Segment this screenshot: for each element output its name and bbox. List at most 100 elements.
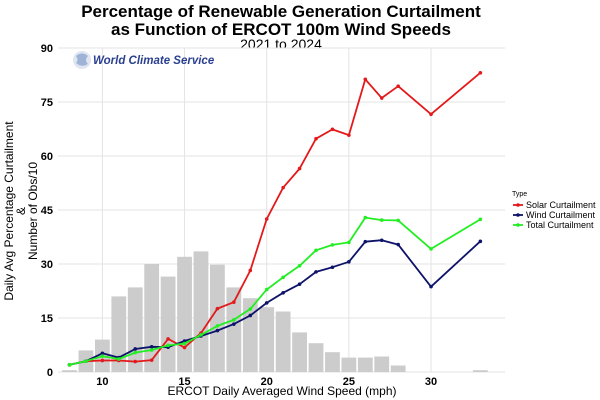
series-point — [149, 358, 154, 362]
series-point — [281, 291, 285, 295]
series-point — [149, 345, 154, 349]
logo-text: World Climate Service — [93, 55, 215, 67]
series-point — [133, 359, 138, 364]
series-point — [297, 282, 302, 286]
y-axis-label-line1: Daily Avg Percentage Curtailment — [2, 121, 16, 301]
series-point — [297, 264, 302, 268]
histogram-bar — [275, 311, 291, 372]
legend-label: Solar Curtailment — [526, 200, 596, 210]
series-point — [232, 318, 236, 322]
series-point — [133, 347, 138, 351]
series-point — [363, 239, 368, 244]
histogram-bar — [193, 251, 209, 372]
series-point — [429, 112, 433, 117]
series-point — [100, 358, 105, 363]
series-point — [182, 339, 187, 343]
x-axis-label: ERCOT Daily Averaged Wind Speed (mph) — [168, 384, 397, 398]
series-point — [248, 307, 253, 311]
y-tick-label: 30 — [41, 259, 53, 271]
series-point — [347, 133, 351, 137]
series-point — [363, 215, 368, 220]
legend-title: Type — [512, 191, 527, 198]
series-point — [117, 357, 121, 361]
histogram-bar — [341, 357, 357, 372]
histogram-bar — [472, 370, 488, 372]
series-point — [478, 239, 483, 244]
histogram-bar — [259, 307, 275, 372]
histogram-bar — [144, 264, 160, 372]
series-point — [199, 333, 203, 337]
histogram-bar — [374, 356, 390, 372]
y-tick-label: 75 — [41, 97, 53, 109]
series-point — [478, 71, 483, 75]
chart-title-line2: as Function of ERCOT 100m Wind Speeds — [111, 20, 451, 39]
histogram-bar — [210, 264, 225, 372]
series-point — [232, 322, 236, 326]
series-point — [100, 351, 105, 356]
x-tick-label: 20 — [261, 376, 273, 388]
series-point — [314, 136, 318, 141]
series-point — [281, 185, 285, 190]
world-climate-service-logo: World Climate Service — [73, 51, 215, 69]
series-point — [248, 268, 253, 273]
chart-title-line1: Percentage of Renewable Generation Curta… — [81, 2, 481, 21]
legend-label: Total Curtailment — [526, 220, 594, 230]
series-point — [248, 313, 253, 318]
y-tick-label: 90 — [41, 43, 53, 55]
series-point — [396, 218, 400, 223]
series-point — [264, 301, 269, 305]
series-point — [347, 240, 351, 245]
series-point — [149, 348, 154, 352]
histogram-bar — [160, 276, 176, 372]
series-point — [182, 345, 187, 350]
series-point — [363, 77, 368, 82]
series-point — [215, 328, 220, 333]
legend-label: Wind Curtailment — [526, 210, 596, 220]
legend-marker — [516, 223, 520, 227]
x-axis-ticks: 10 15 20 25 30 — [96, 376, 437, 388]
series-point — [166, 337, 170, 341]
series-point — [67, 363, 72, 367]
series-point — [396, 84, 400, 88]
y-axis-label-line2: & — [14, 207, 28, 215]
series-point — [379, 218, 384, 222]
grid-lines — [58, 47, 505, 373]
histogram-bar — [292, 332, 307, 372]
histogram-bar — [357, 357, 373, 372]
histogram-bar — [177, 256, 192, 372]
series-point — [166, 343, 170, 348]
series-point — [264, 287, 269, 292]
series-point — [429, 284, 433, 289]
y-tick-label: 45 — [41, 205, 53, 217]
series-point — [232, 300, 236, 304]
series-point — [215, 306, 220, 311]
histogram-bar — [308, 343, 324, 372]
y-tick-label: 60 — [41, 151, 53, 163]
series-point — [84, 359, 88, 364]
series-point — [478, 217, 483, 222]
series-point — [379, 238, 384, 243]
x-tick-label: 10 — [96, 376, 108, 388]
series-point — [330, 243, 335, 247]
y-tick-label: 0 — [47, 367, 53, 379]
series-point — [215, 324, 220, 328]
series-point — [314, 248, 318, 253]
series-lines — [67, 71, 483, 367]
series-point — [133, 350, 138, 355]
series-point — [264, 217, 269, 221]
series-point — [396, 242, 400, 247]
y-axis-label: Daily Avg Percentage Curtailment & Numbe… — [2, 121, 40, 301]
series-point — [297, 166, 302, 171]
series-point — [330, 127, 335, 132]
series-point — [347, 260, 351, 264]
histogram-bar — [226, 287, 242, 372]
series-point — [429, 247, 433, 251]
series-point — [379, 96, 384, 100]
x-tick-label: 30 — [425, 376, 437, 388]
x-tick-label: 15 — [178, 376, 190, 388]
legend-marker — [516, 213, 520, 217]
globe-land-icon — [76, 53, 88, 66]
x-tick-label: 25 — [343, 376, 355, 388]
histogram-bar — [111, 296, 127, 372]
